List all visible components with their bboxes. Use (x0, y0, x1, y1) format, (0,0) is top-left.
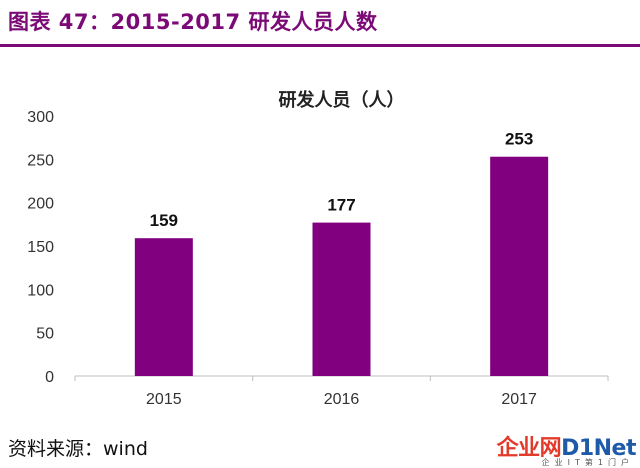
y-tick-label: 250 (27, 152, 54, 169)
y-tick-label: 100 (27, 282, 54, 299)
y-tick-label: 200 (27, 196, 54, 213)
bar-2016 (312, 222, 371, 376)
y-tick-label: 300 (27, 109, 54, 126)
data-label-2017: 253 (505, 130, 533, 149)
data-label-2015: 159 (150, 211, 178, 230)
watermark-logo-right: D1Net (561, 436, 636, 461)
bar-chart: 研发人员（人） 0 50 100 150 200 250 300 159 2015 177 2016 2… (27, 89, 609, 408)
y-tick-label: 150 (27, 239, 54, 256)
source-note: 资料来源：wind (8, 438, 148, 460)
watermark-logo-left: 企业网 (496, 436, 562, 461)
x-tick-label-2017: 2017 (501, 391, 537, 408)
chart-title: 研发人员（人） (279, 89, 405, 111)
bar-2015 (134, 238, 193, 376)
data-label-2016: 177 (327, 196, 355, 215)
y-tick-label: 0 (45, 369, 54, 386)
title-divider (0, 44, 640, 47)
x-tick-label-2015: 2015 (146, 391, 182, 408)
figure-title: 图表 47：2015-2017 研发人员人数 (8, 10, 378, 34)
y-tick-label: 50 (36, 326, 54, 343)
bar-2017 (490, 156, 549, 376)
x-tick-label-2016: 2016 (324, 391, 360, 408)
watermark-logo-text: 企业网D1Net (496, 430, 637, 462)
watermark-logo: 企业网D1Net 企业IT第1门户 (456, 430, 637, 467)
watermark-tagline: 企业IT第1门户 (541, 458, 634, 467)
